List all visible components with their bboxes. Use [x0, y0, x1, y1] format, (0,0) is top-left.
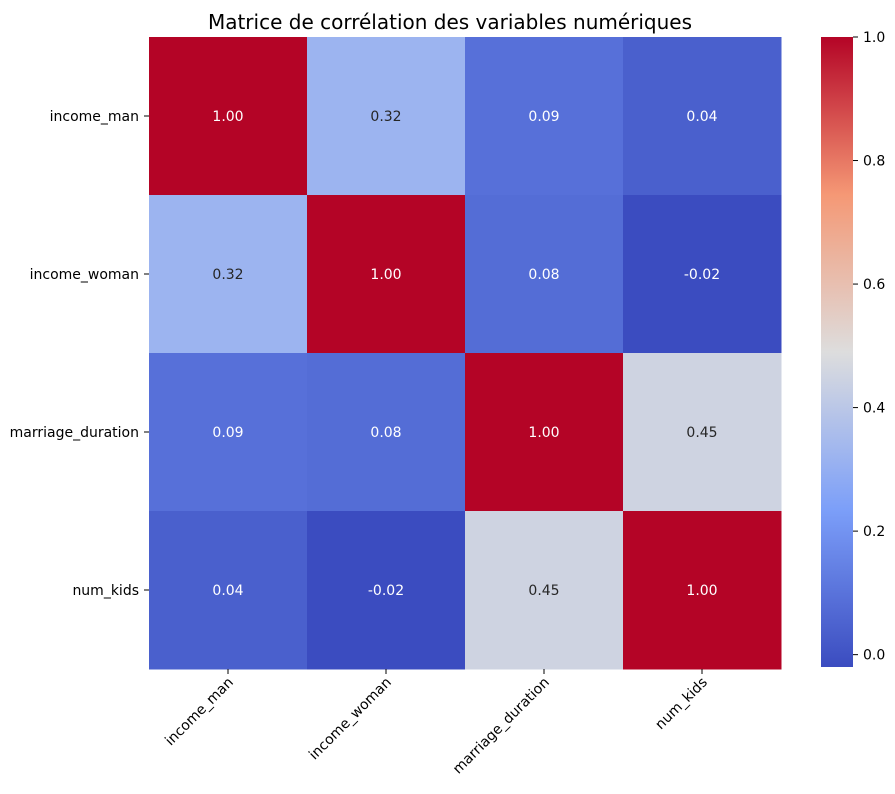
y-tick-label: income_man — [50, 109, 139, 125]
colorbar-tick-label: 0.8 — [863, 154, 885, 170]
cell-value-label: 1.00 — [686, 583, 717, 599]
heatmap-cell — [307, 195, 466, 354]
heatmap-cell — [307, 353, 466, 512]
cell-value-label: 0.09 — [528, 109, 559, 125]
cell-value-label: 0.09 — [212, 425, 243, 441]
heatmap-cell — [149, 195, 308, 354]
heatmap-cell — [465, 195, 624, 354]
cell-value-label: 0.32 — [370, 109, 401, 125]
colorbar-tick-label: 1.0 — [863, 30, 885, 46]
heatmap-cell — [149, 511, 308, 670]
cell-value-label: -0.02 — [684, 267, 720, 283]
cell-value-label: 1.00 — [212, 109, 243, 125]
heatmap-cell — [623, 353, 782, 512]
heatmap-cell — [307, 511, 466, 670]
cell-value-label: 1.00 — [370, 267, 401, 283]
cell-value-label: 0.08 — [528, 267, 559, 283]
cell-value-label: 0.45 — [686, 425, 717, 441]
colorbar-tick-label: 0.6 — [863, 277, 885, 293]
heatmap-cell — [465, 37, 624, 196]
heatmap-cells — [149, 37, 782, 670]
colorbar: 0.0 0.2 0.4 0.6 0.8 1.0 — [821, 30, 885, 667]
colorbar-tick-label: 0.0 — [863, 648, 885, 664]
heatmap-cell-labels: 1.00 0.32 0.09 0.04 0.32 1.00 0.08 -0.02 0.09 0.0… — [212, 109, 720, 599]
x-tick-label: num_kids — [652, 675, 710, 733]
heatmap-cell — [465, 353, 624, 512]
y-tick-label: marriage_duration — [10, 425, 139, 441]
cell-value-label: 0.04 — [212, 583, 243, 599]
heatmap-cell — [465, 511, 624, 670]
colorbar-tick-label: 0.2 — [863, 524, 885, 540]
cell-value-label: 0.32 — [212, 267, 243, 283]
cell-value-label: 0.45 — [528, 583, 559, 599]
y-tick-label: income_woman — [30, 267, 139, 283]
x-tick-label: income_man — [162, 675, 237, 750]
y-axis: income_man income_woman marriage_durationn… — [10, 109, 149, 599]
colorbar-tick-label: 0.4 — [863, 401, 885, 417]
heatmap-cell — [623, 195, 782, 354]
x-tick-label: income_woman — [306, 675, 395, 764]
heatmap-cell — [149, 37, 308, 196]
x-tick-label: marriage_duration — [450, 675, 553, 778]
x-axis: income_man income_woman marriage_duration n… — [162, 669, 711, 777]
y-tick-label: num_kids — [72, 583, 139, 599]
heatmap-cell — [623, 511, 782, 670]
cell-value-label: 1.00 — [528, 425, 559, 441]
heatmap-cell — [623, 37, 782, 196]
cell-value-label: -0.02 — [368, 583, 404, 599]
cell-value-label: 0.08 — [370, 425, 401, 441]
chart-title: Matrice de corrélation des variables num… — [208, 10, 692, 34]
colorbar-gradient — [821, 37, 853, 667]
heatmap-cell — [307, 37, 466, 196]
heatmap-cell — [149, 353, 308, 512]
cell-value-label: 0.04 — [686, 109, 717, 125]
